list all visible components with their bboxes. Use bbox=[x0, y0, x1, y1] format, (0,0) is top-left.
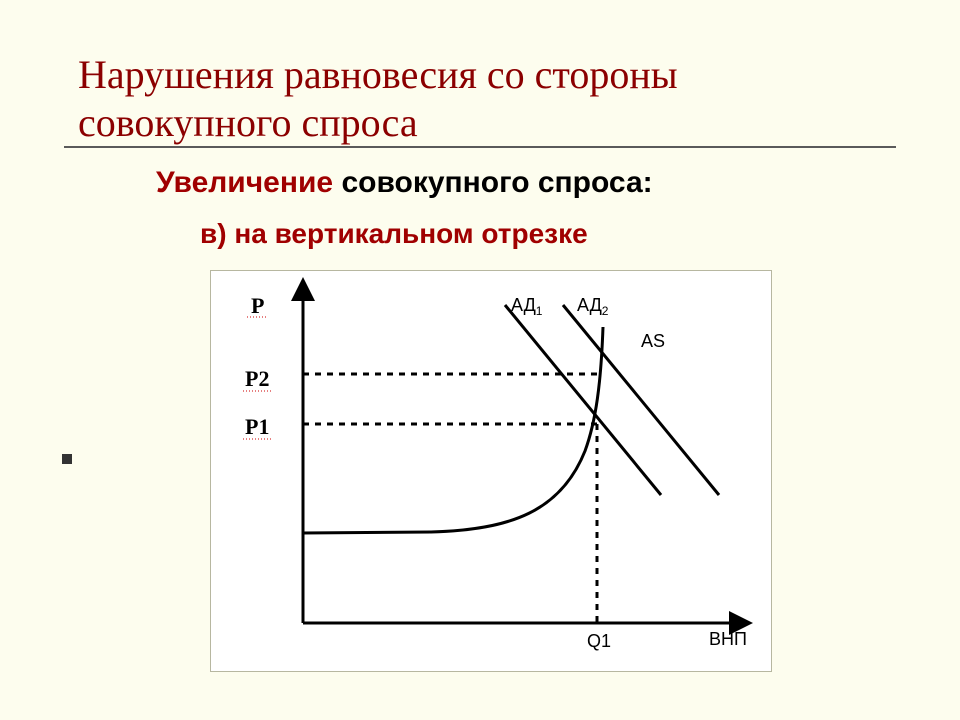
subtitle-emphasis: Увеличение bbox=[156, 166, 333, 199]
as-label: AS bbox=[641, 331, 665, 351]
p1-label: P1 bbox=[245, 414, 269, 439]
ad1-line bbox=[505, 305, 661, 495]
ad-as-chart: P P2 P1 АД1 АД2 AS Q1 ВНП bbox=[211, 271, 771, 671]
q1-label: Q1 bbox=[587, 631, 611, 651]
p2-label: P2 bbox=[245, 366, 269, 391]
title-underline bbox=[64, 146, 896, 148]
ad1-label: АД1 bbox=[511, 295, 543, 318]
subtitle-rest: совокупного спроса: bbox=[333, 166, 653, 199]
ad2-label: АД2 bbox=[577, 295, 609, 318]
slide-title: Нарушения равновесия со стороны совокупн… bbox=[78, 51, 878, 147]
chart-container: P P2 P1 АД1 АД2 AS Q1 ВНП bbox=[210, 270, 772, 672]
slide-subtitle: Увеличение совокупного спроса: bbox=[156, 166, 653, 200]
bullet-marker bbox=[62, 454, 72, 464]
y-axis-label: P bbox=[251, 293, 264, 318]
as-curve bbox=[303, 327, 603, 533]
slide-caption: в) на вертикальном отрезке bbox=[200, 218, 588, 250]
x-axis-label: ВНП bbox=[709, 629, 747, 649]
